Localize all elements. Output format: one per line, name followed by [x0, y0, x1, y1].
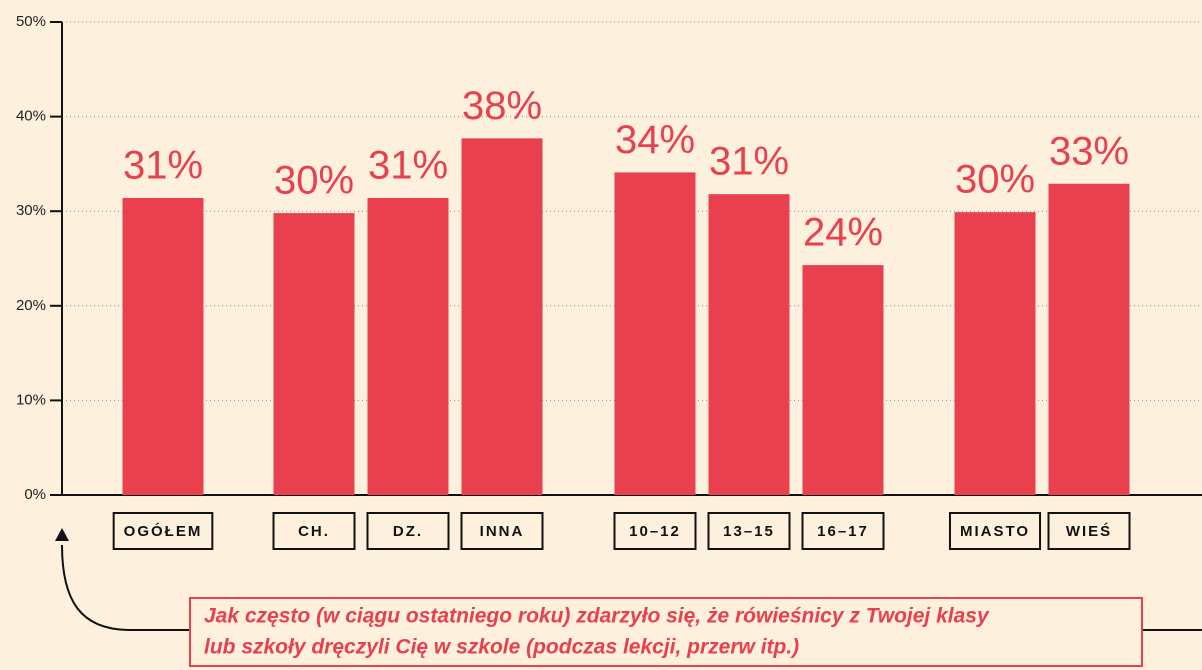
- x-tick-label: CH.: [298, 523, 330, 540]
- value-label: 30%: [955, 158, 1035, 202]
- category-box: [366, 512, 450, 550]
- bar: [708, 194, 790, 495]
- bar: [273, 213, 355, 496]
- y-tick-label: 40%: [16, 108, 46, 125]
- category-box: [1047, 512, 1131, 550]
- category-box: [948, 512, 1042, 550]
- bar: [954, 212, 1036, 495]
- x-tick-label: 13–15: [723, 523, 775, 540]
- category-box: [272, 512, 356, 550]
- y-tick-label: 20%: [16, 297, 46, 314]
- value-label: 31%: [709, 140, 789, 184]
- y-tick-label: 10%: [16, 391, 46, 408]
- y-tick-label: 30%: [16, 202, 46, 219]
- bar: [122, 197, 204, 495]
- y-tick-label: 0%: [24, 486, 46, 503]
- annotation-arrow-line: [61, 544, 190, 631]
- x-tick-label: WIEŚ: [1066, 522, 1112, 540]
- value-label: 38%: [462, 84, 542, 128]
- bar: [1048, 183, 1130, 496]
- annotation-text: lub szkoły dręczyli Cię w szkole (podcza…: [204, 636, 799, 659]
- x-tick-label: INNA: [480, 523, 525, 540]
- x-tick-label: 16–17: [817, 523, 869, 540]
- value-label: 34%: [615, 118, 695, 162]
- annotation-text: Jak często (w ciągu ostatniego roku) zda…: [204, 605, 990, 628]
- value-label: 33%: [1049, 129, 1129, 173]
- x-tick-label: DZ.: [393, 523, 423, 540]
- value-label: 24%: [803, 211, 883, 255]
- x-tick-label: MIASTO: [960, 523, 1030, 540]
- bar: [614, 172, 696, 495]
- bar: [461, 138, 543, 495]
- category-box: [460, 512, 544, 550]
- value-label: 31%: [368, 144, 448, 188]
- annotation-box: [189, 597, 1143, 667]
- annotation-arrow-head: [55, 528, 69, 541]
- category-box: [112, 512, 214, 550]
- bar: [367, 197, 449, 495]
- category-box: [801, 512, 885, 550]
- bar: [802, 265, 884, 495]
- category-box: [613, 512, 697, 550]
- y-tick-label: 50%: [16, 13, 46, 30]
- value-label: 30%: [274, 159, 354, 203]
- value-label: 31%: [123, 144, 203, 188]
- x-tick-label: OGÓŁEM: [124, 522, 203, 540]
- x-tick-label: 10–12: [629, 523, 681, 540]
- category-box: [707, 512, 791, 550]
